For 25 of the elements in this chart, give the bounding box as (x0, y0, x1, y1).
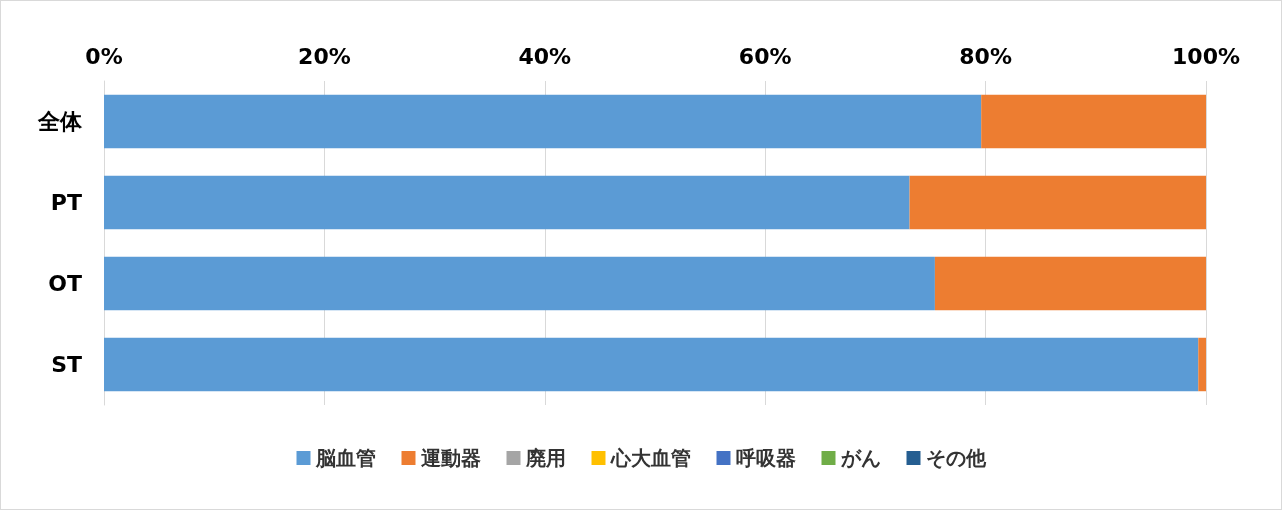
bar (104, 175, 910, 230)
x-tick-label: 40% (518, 43, 572, 69)
legend-label: 呼吸器 (735, 446, 796, 470)
x-tick-label: 100% (1172, 43, 1240, 69)
bar (909, 175, 1206, 230)
legend-label: 脳血管 (314, 446, 376, 470)
legend-label: 心大血管 (609, 446, 691, 470)
y-tick-label: PT (50, 190, 82, 215)
legend-label: がん (839, 446, 881, 470)
bar (104, 337, 1199, 392)
legend-label: 廃用 (524, 446, 566, 470)
x-tick-label: 80% (959, 43, 1012, 69)
x-tick-label: 0% (85, 43, 123, 69)
legend-label: その他 (925, 446, 987, 470)
bar (104, 256, 935, 311)
bar (1198, 337, 1206, 392)
bar (104, 94, 982, 149)
bar (934, 256, 1206, 311)
x-tick-label: 60% (738, 43, 792, 69)
bar (981, 94, 1206, 149)
y-tick-label: ST (51, 352, 82, 377)
y-tick-label: 全体 (37, 109, 83, 134)
x-tick-label: 20% (298, 43, 351, 69)
legend-label: 運動器 (419, 446, 481, 470)
y-tick-label: OT (48, 271, 82, 296)
